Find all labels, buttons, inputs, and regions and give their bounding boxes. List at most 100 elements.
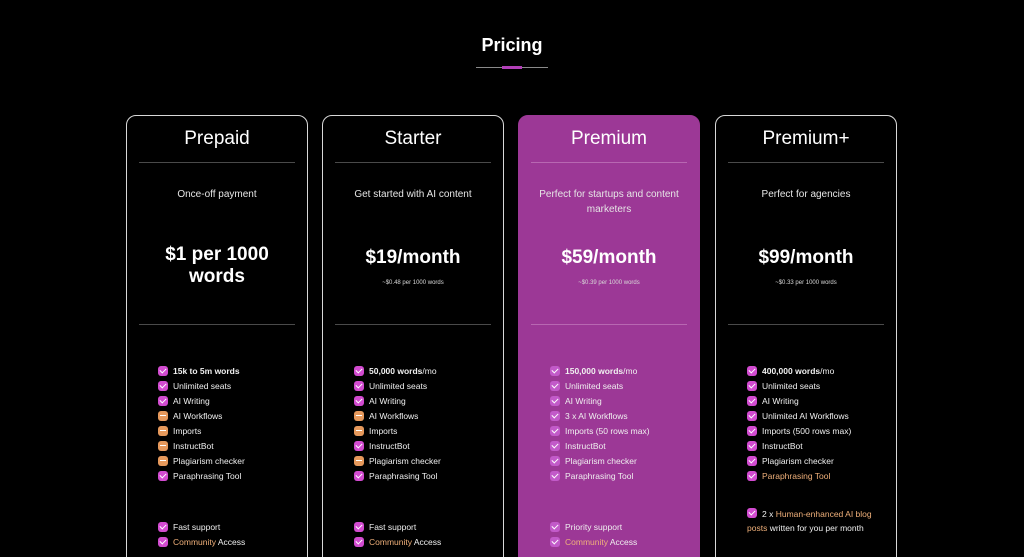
feature-item: Unlimited seats (158, 378, 245, 393)
feature-suffix: /mo (820, 365, 835, 376)
feature-bold: 50,000 words (369, 365, 423, 376)
check-icon (158, 365, 168, 376)
feature-item: Paraphrasing Tool (550, 468, 650, 483)
blog-posts-link[interactable]: Human-enhanced AI blog posts (747, 509, 872, 533)
feature-label: AI Writing (565, 395, 602, 406)
check-icon (158, 395, 168, 406)
check-icon (550, 440, 560, 451)
feature-item: AI Writing (550, 393, 650, 408)
feature-item: Plagiarism checker (354, 453, 441, 468)
check-icon (747, 440, 757, 451)
support-label: Fast support (369, 521, 417, 532)
feature-label: Unlimited seats (173, 380, 232, 391)
paraphrasing-tool-link[interactable]: Paraphrasing Tool (762, 470, 831, 481)
feature-item: Paraphrasing Tool (354, 468, 441, 483)
community-link[interactable]: Community (369, 536, 412, 547)
feature-label: AI Writing (762, 395, 799, 406)
feature-item: Plagiarism checker (747, 453, 851, 468)
check-icon (550, 536, 560, 547)
feature-label: AI Writing (369, 395, 406, 406)
feature-label: Unlimited AI Workflows (762, 410, 849, 421)
extras-list: Priority support Community Access (550, 519, 637, 549)
feature-list: 15k to 5m words Unlimited seats AI Writi… (158, 363, 245, 483)
title-underline (476, 66, 548, 69)
feature-label: AI Workflows (369, 410, 419, 421)
blog-suffix: written for you per month (767, 523, 864, 533)
feature-label: Plagiarism checker (565, 455, 637, 466)
dash-icon (158, 440, 168, 451)
check-icon (747, 395, 757, 406)
feature-item: Plagiarism checker (550, 453, 650, 468)
check-icon (747, 455, 757, 466)
feature-label: Imports (173, 425, 202, 436)
dash-icon (354, 410, 364, 421)
feature-item: Imports (158, 423, 245, 438)
feature-item: 150,000 words/mo (550, 363, 650, 378)
check-icon (747, 365, 757, 376)
feature-label: Plagiarism checker (762, 455, 834, 466)
check-icon (550, 425, 560, 436)
check-icon (354, 470, 364, 481)
check-icon (550, 521, 560, 532)
divider (139, 324, 295, 325)
extras-list: Fast support Community Access (354, 519, 441, 549)
feature-item: InstructBot (158, 438, 245, 453)
community-item: Community Access (354, 534, 441, 549)
feature-item: AI Writing (354, 393, 441, 408)
community-link[interactable]: Community (565, 536, 608, 547)
feature-item: InstructBot (354, 438, 441, 453)
check-icon (550, 470, 560, 481)
community-suffix: Access (607, 536, 638, 547)
divider (335, 162, 491, 163)
feature-item: AI Writing (158, 393, 245, 408)
check-icon (550, 410, 560, 421)
feature-list: 50,000 words/mo Unlimited seats AI Writi… (354, 363, 441, 483)
community-link[interactable]: Community (173, 536, 216, 547)
divider (531, 324, 687, 325)
plan-card-premium[interactable]: Premium Perfect for startups and content… (518, 115, 700, 557)
feature-list: 400,000 words/mo Unlimited seats AI Writ… (747, 363, 851, 483)
feature-item: AI Workflows (354, 408, 441, 423)
dash-icon (158, 410, 168, 421)
feature-item: Paraphrasing Tool (158, 468, 245, 483)
support-item: Priority support (550, 519, 637, 534)
community-item: Community Access (550, 534, 637, 549)
feature-item: InstructBot (747, 438, 851, 453)
feature-label: Paraphrasing Tool (173, 470, 242, 481)
feature-label: InstructBot (173, 440, 214, 451)
support-item: Fast support (158, 519, 245, 534)
feature-label: Imports (500 rows max) (762, 425, 852, 436)
feature-label: Paraphrasing Tool (565, 470, 634, 481)
community-item: Community Access (158, 534, 245, 549)
plan-card-starter[interactable]: Starter Get started with AI content $19/… (322, 115, 504, 557)
dash-icon (158, 455, 168, 466)
divider (531, 162, 687, 163)
feature-bold: 15k to 5m words (173, 365, 240, 376)
feature-item: AI Writing (747, 393, 851, 408)
check-icon (354, 365, 364, 376)
check-icon (747, 425, 757, 436)
feature-item: Unlimited seats (747, 378, 851, 393)
price-per-unit: ~$0.33 per 1000 words (775, 280, 837, 286)
plan-name: Prepaid (184, 128, 250, 149)
page-title: Pricing (481, 35, 543, 55)
check-icon (158, 470, 168, 481)
feature-item: Unlimited seats (354, 378, 441, 393)
check-icon (747, 470, 757, 481)
plan-card-premium-plus[interactable]: Premium+ Perfect for agencies $99/month … (715, 115, 897, 557)
community-suffix: Access (215, 536, 246, 547)
feature-item: 50,000 words/mo (354, 363, 441, 378)
plan-description: Once-off payment (177, 189, 257, 200)
blog-posts-extra: 2 x Human-enhanced AI blog posts written… (747, 507, 887, 535)
plan-card-prepaid[interactable]: Prepaid Once-off payment $1 per 1000 word… (126, 115, 308, 557)
check-icon (747, 380, 757, 391)
feature-item: AI Workflows (158, 408, 245, 423)
blog-prefix: 2 x (762, 509, 776, 519)
feature-bold: 400,000 words (762, 365, 821, 376)
check-icon (354, 440, 364, 451)
check-icon (354, 536, 364, 547)
feature-list: 150,000 words/mo Unlimited seats AI Writ… (550, 363, 650, 483)
feature-item: Unlimited AI Workflows (747, 408, 851, 423)
feature-suffix: /mo (422, 365, 437, 376)
